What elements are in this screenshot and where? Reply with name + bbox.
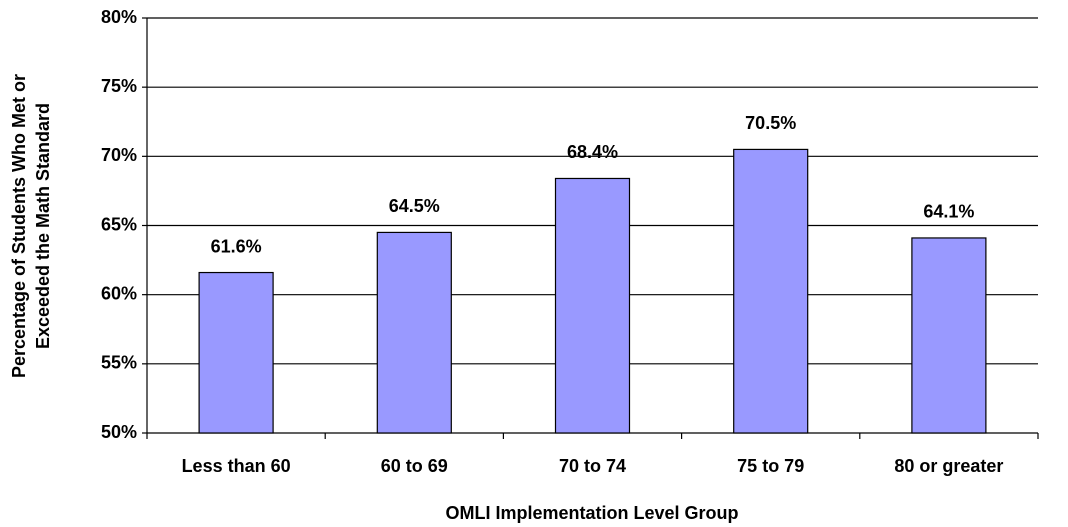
y-tick-label: 55% xyxy=(101,353,137,373)
y-axis-title: Percentage of Students Who Met or xyxy=(9,74,29,378)
x-axis-title: OMLI Implementation Level Group xyxy=(445,503,738,523)
bar xyxy=(198,271,274,434)
x-tick-label: 75 to 79 xyxy=(737,456,804,476)
value-label: 68.4% xyxy=(567,142,618,162)
x-tick-label: 70 to 74 xyxy=(559,456,626,476)
value-label: 64.1% xyxy=(923,202,974,222)
x-tick-label: Less than 60 xyxy=(182,456,291,476)
bar xyxy=(554,177,631,434)
bar xyxy=(733,148,809,434)
value-label: 61.6% xyxy=(211,236,262,256)
bar xyxy=(911,237,987,434)
x-tick-label: 80 or greater xyxy=(894,456,1003,476)
y-tick-label: 50% xyxy=(101,422,137,442)
y-tick-label: 70% xyxy=(101,145,137,165)
y-tick-label: 60% xyxy=(101,283,137,303)
bar xyxy=(376,231,452,434)
y-tick-label: 80% xyxy=(101,7,137,27)
y-axis-title: Exceeded the Math Standard xyxy=(33,103,53,349)
value-label: 64.5% xyxy=(389,196,440,216)
y-tick-label: 75% xyxy=(101,76,137,96)
x-tick-label: 60 to 69 xyxy=(381,456,448,476)
y-tick-label: 65% xyxy=(101,214,137,234)
value-label: 70.5% xyxy=(745,113,796,133)
